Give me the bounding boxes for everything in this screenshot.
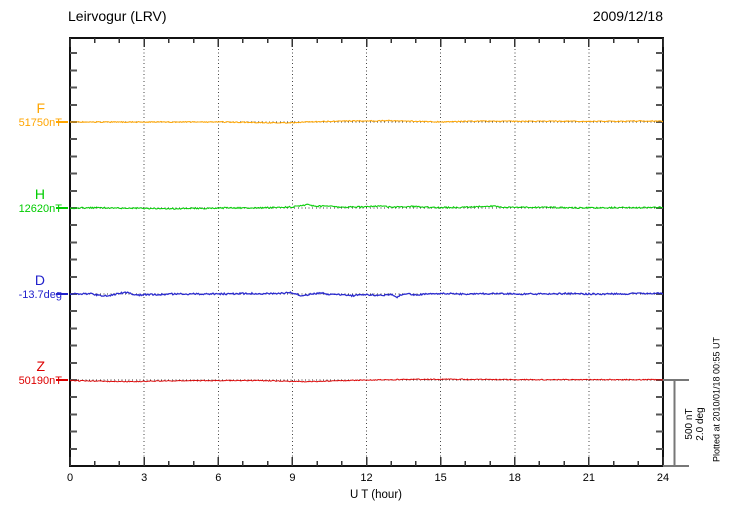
trace-label-d: D -13.7deg xyxy=(0,272,62,301)
x-axis-title: U T (hour) xyxy=(350,489,402,501)
date-label: 2009/12/18 xyxy=(592,8,663,24)
trace-label-h: H 12620nT xyxy=(0,186,62,215)
x-tick-label-24: 24 xyxy=(656,472,670,484)
scale-bar-nt: 500 nT xyxy=(684,408,695,440)
trace-label-z: Z 50190nT xyxy=(0,358,62,387)
x-tick-label-0: 0 xyxy=(66,472,74,484)
trace-label-f: F 51750nT xyxy=(0,100,62,129)
trace-letter-h: H xyxy=(34,186,45,202)
x-tick-label-6: 6 xyxy=(215,472,222,484)
station-title: Leirvogur (LRV) xyxy=(68,8,167,24)
scale-bar-label: 500 nT 2.0 deg xyxy=(684,397,708,451)
trace-letter-z: Z xyxy=(36,358,45,374)
trace-baseline-value-z: 50190nT xyxy=(18,375,62,387)
trace-letter-f: F xyxy=(36,100,45,116)
x-tick-label-12: 12 xyxy=(360,472,373,484)
plotted-at-label: Plotted at 2010/01/18 00:55 UT xyxy=(711,336,722,463)
x-tick-label-18: 18 xyxy=(508,472,521,484)
x-tick-label-9: 9 xyxy=(289,472,296,484)
x-tick-label-3: 3 xyxy=(141,472,148,484)
scale-bar-deg: 2.0 deg xyxy=(695,407,706,441)
trace-letter-d: D xyxy=(34,272,45,288)
trace-baseline-value-h: 12620nT xyxy=(18,203,62,215)
x-tick-label-15: 15 xyxy=(434,472,447,484)
trace-baseline-value-f: 51750nT xyxy=(18,117,62,129)
x-tick-label-21: 21 xyxy=(582,472,595,484)
trace-baseline-value-d: -13.7deg xyxy=(18,289,62,301)
